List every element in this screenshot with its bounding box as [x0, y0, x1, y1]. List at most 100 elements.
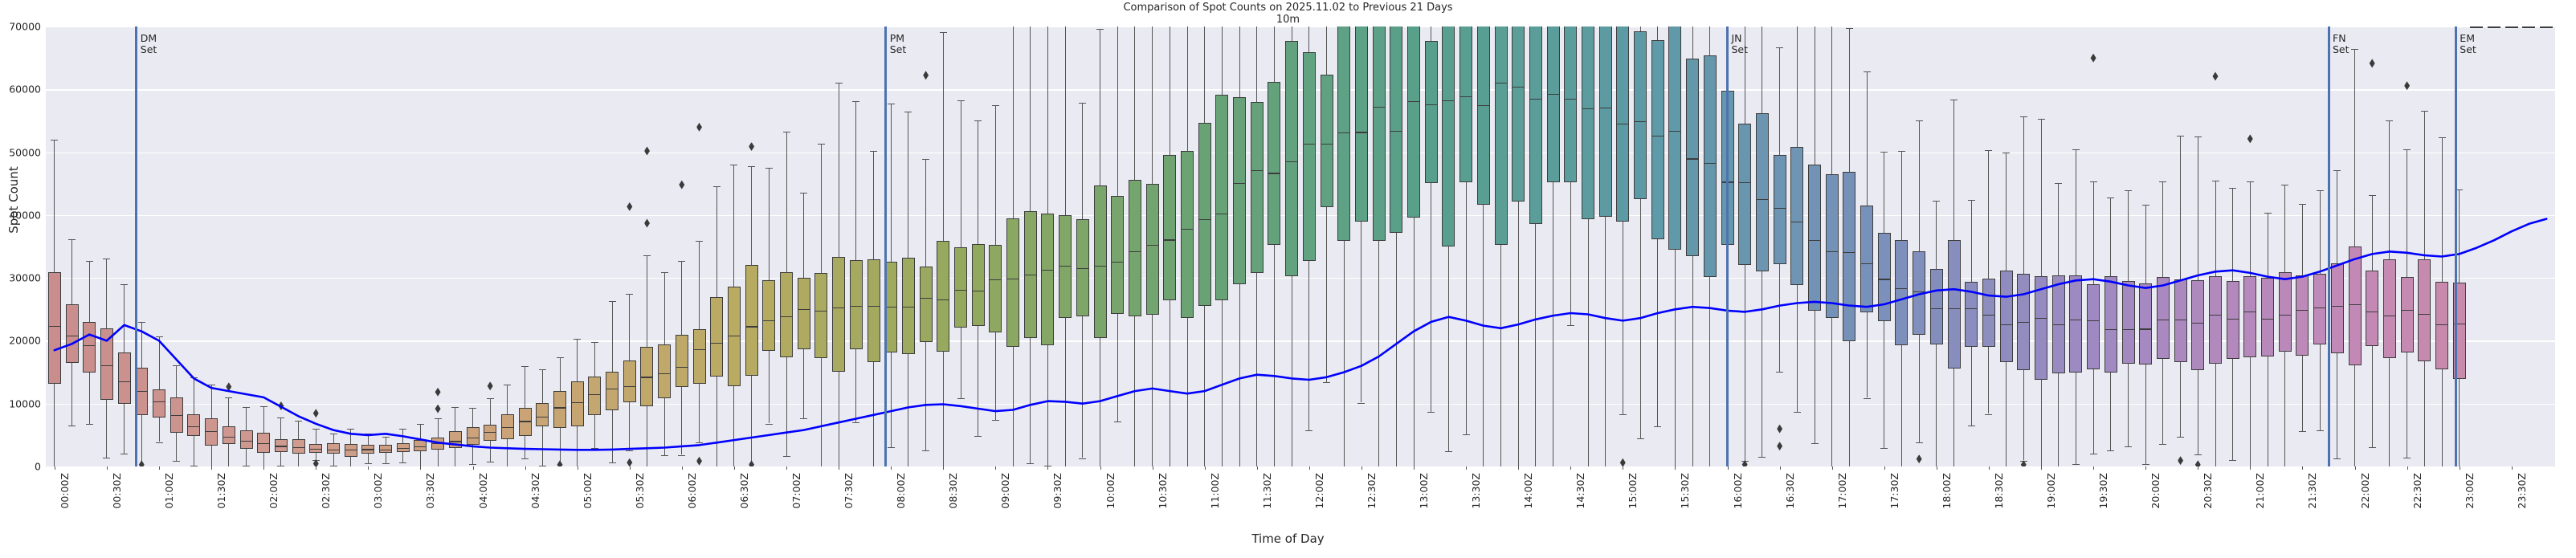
boxplot-whisker-cap [590, 447, 598, 449]
boxplot-whisker-cap [991, 420, 999, 422]
boxplot-box [1773, 154, 1786, 265]
x-tick-label: 04:30Z [529, 473, 541, 509]
boxplot-box [1546, 26, 1560, 182]
boxplot-box [2104, 275, 2117, 373]
boxplot-box [1686, 59, 1700, 257]
boxplot-box [814, 273, 828, 358]
boxplot-median [361, 449, 375, 450]
boxplot-whisker-cap [1845, 28, 1853, 30]
boxplot-median [2435, 324, 2449, 325]
boxplot-median [1198, 218, 1211, 220]
boxplot-box [2418, 259, 2431, 362]
y-tick-label: 0 [35, 460, 41, 473]
y-tick-label: 20000 [9, 334, 41, 347]
boxplot-whisker-cap [1933, 201, 1941, 202]
boxplot-whisker [1395, 26, 1397, 466]
boxplot-box [1006, 218, 1020, 347]
boxplot-median [2400, 309, 2414, 311]
boxplot-whisker-cap [1079, 103, 1087, 104]
boxplot-box [640, 347, 654, 406]
boxplot-whisker-cap [1776, 47, 1784, 49]
boxplot-whisker-cap [434, 417, 442, 419]
boxplot-whisker-cap [1357, 402, 1366, 404]
boxplot-median [257, 442, 271, 444]
boxplot-whisker [1535, 26, 1537, 466]
boxplot-outlier [487, 381, 493, 391]
boxplot-box [1581, 26, 1594, 220]
boxplot-box [2313, 273, 2327, 344]
boxplot-whisker-cap [556, 356, 564, 358]
boxplot-box [1233, 96, 1247, 285]
boxplot-box [1755, 113, 1769, 272]
boxplot-median [484, 432, 497, 434]
boxplot-median [2505, 26, 2518, 28]
boxplot-whisker-cap [991, 104, 999, 106]
boxplot-box [1965, 282, 1978, 347]
boxplot-median [1337, 132, 1351, 134]
boxplot-median [1999, 324, 2013, 325]
boxplot-median [47, 325, 61, 327]
x-tick-mark [1256, 466, 1258, 470]
x-tick-label: 00:00Z [58, 473, 71, 509]
boxplot-box [867, 259, 880, 363]
boxplot-whisker-cap [382, 437, 390, 438]
boxplot-median [309, 448, 323, 450]
boxplot-median [1982, 314, 1995, 316]
boxplot-whisker-cap [120, 283, 129, 285]
boxplot-whisker-cap [1323, 381, 1330, 383]
x-tick-label: 09:30Z [1051, 473, 1064, 509]
boxplot-outlier [749, 460, 755, 466]
boxplot-median [169, 414, 183, 416]
boxplot-median [1668, 130, 1682, 132]
boxplot-median [901, 307, 915, 308]
boxplot-median [849, 306, 863, 308]
boxplot-outlier [1619, 458, 1626, 466]
boxplot-median [675, 366, 688, 368]
x-tick-mark [1466, 466, 1468, 470]
boxplot-box [1163, 154, 1177, 301]
boxplot-median [2418, 313, 2431, 316]
boxplot-median [518, 421, 532, 422]
boxplot-box [1459, 26, 1473, 182]
x-tick-mark [995, 466, 997, 470]
x-tick-mark [525, 466, 526, 470]
x-tick-label: 06:30Z [737, 473, 750, 509]
boxplot-box [1302, 52, 1316, 262]
boxplot-whisker-cap [1880, 448, 1888, 450]
y-tick-label: 60000 [9, 83, 41, 96]
boxplot-whisker-cap [2072, 149, 2080, 150]
x-tick-label: 01:00Z [163, 473, 175, 509]
boxplot-median [1390, 130, 1403, 132]
boxplot-box [1668, 26, 1682, 250]
boxplot-whisker-cap [1967, 199, 1975, 201]
x-tick-label: 14:00Z [1522, 473, 1535, 509]
boxplot-box [971, 243, 985, 327]
boxplot-median [937, 299, 950, 300]
boxplot-box [2382, 259, 2396, 359]
boxplot-whisker-cap [1566, 324, 1574, 326]
y-tick-label: 40000 [9, 209, 41, 222]
boxplot-whisker-cap [173, 365, 181, 367]
boxplot-median [797, 309, 810, 311]
x-tick-label: 18:30Z [1992, 473, 2005, 509]
boxplot-whisker-cap [538, 369, 546, 371]
x-tick-mark [2041, 466, 2042, 470]
boxplot-median [623, 386, 636, 388]
boxplot-median [2051, 324, 2065, 325]
x-tick-label: 04:00Z [476, 473, 489, 509]
boxplot-whisker-cap [2037, 118, 2045, 120]
boxplot-median [153, 401, 166, 403]
x-tick-label: 17:00Z [1835, 473, 1848, 509]
boxplot-whisker-cap [800, 417, 808, 419]
boxplot-whisker-cap [416, 424, 424, 426]
y-tick-label: 30000 [9, 271, 41, 284]
boxplot-whisker-cap [382, 463, 390, 465]
boxplot-box [692, 328, 706, 384]
x-tick-label: 22:30Z [2411, 473, 2423, 509]
boxplot-median [1145, 245, 1159, 246]
x-tick-mark [1779, 466, 1781, 470]
today-spot-count-line [53, 218, 2548, 451]
boxplot-median [570, 401, 584, 404]
boxplot-median [2139, 328, 2153, 330]
x-tick-label: 18:00Z [1940, 473, 1953, 509]
